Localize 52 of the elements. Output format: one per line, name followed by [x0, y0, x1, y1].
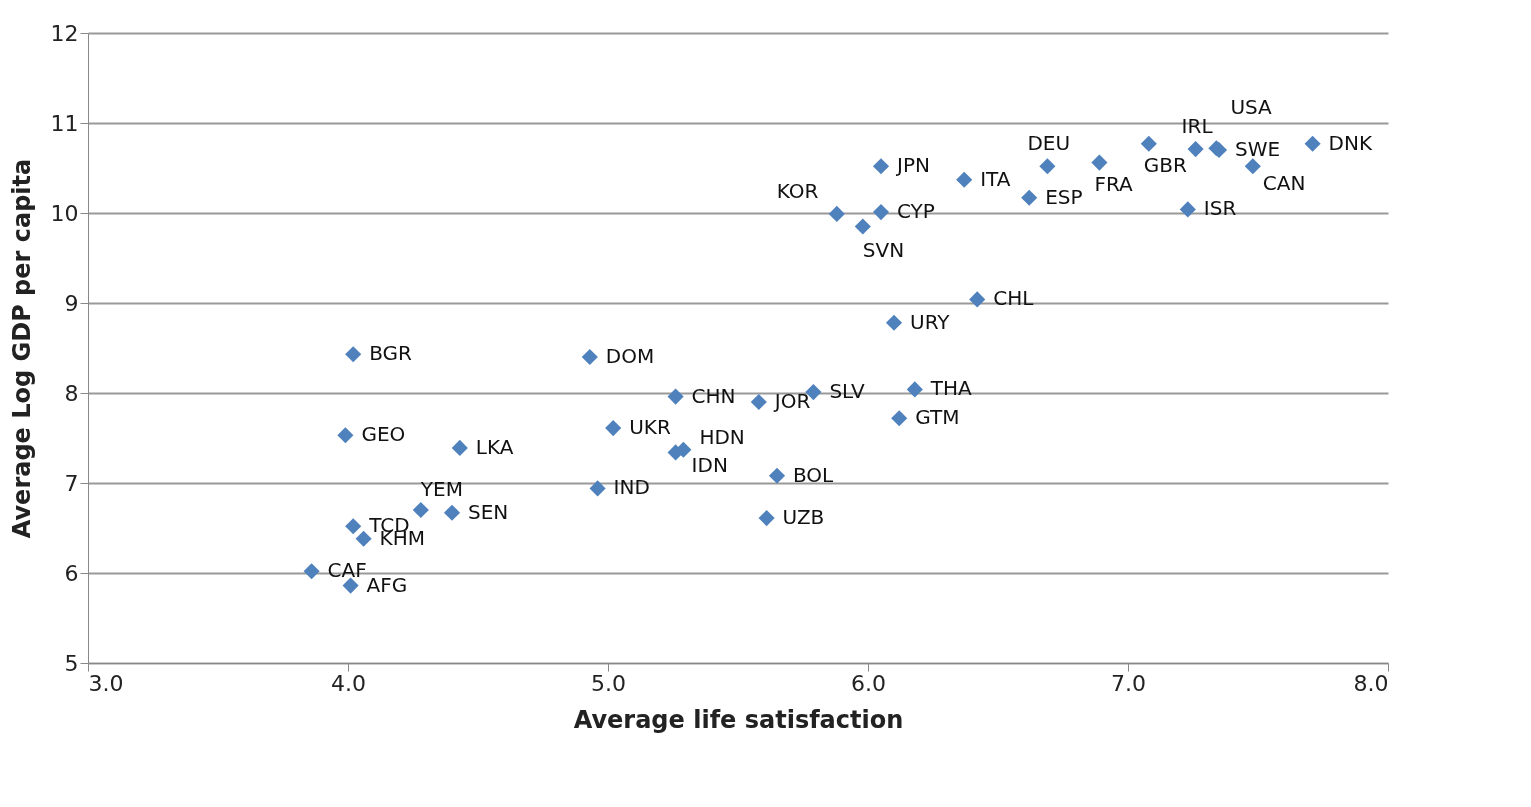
annotation: IDN [691, 453, 728, 478]
annotation: SWE [1235, 137, 1281, 161]
y-tick-label: 11 [50, 110, 79, 136]
annotation: UZB [782, 505, 825, 530]
annotation: GEO [361, 422, 406, 447]
annotation: GBR [1143, 152, 1188, 177]
annotation: CYP [897, 199, 935, 224]
annotation: FRA [1094, 171, 1133, 196]
annotation: CAF [327, 558, 367, 583]
x-tick-label: 6.0 [851, 670, 886, 696]
annotation: JPN [895, 153, 930, 178]
annotation: SLV [829, 379, 866, 404]
annotation: LKA [475, 434, 514, 459]
annotation: CAN [1262, 171, 1306, 196]
annotation: AFG [366, 572, 408, 597]
x-tick-label: 4.0 [331, 670, 366, 696]
annotation: THA [929, 376, 973, 401]
y-tick-label: 5 [64, 650, 79, 676]
annotation: SEN [468, 499, 509, 524]
annotation: ISR [1203, 196, 1237, 221]
annotation: USA [1230, 95, 1273, 120]
x-axis-title: Average life satisfaction [573, 705, 904, 734]
annotation: BOL [793, 462, 835, 487]
annotation: BGR [369, 341, 413, 366]
annotation: IND [613, 475, 650, 500]
y-tick-label: 8 [64, 380, 79, 406]
annotation: KOR [776, 178, 819, 203]
annotation: DEU [1027, 131, 1071, 156]
annotation: CHN [691, 383, 736, 408]
x-tick-label: 8.0 [1353, 670, 1389, 696]
annotation: CHL [993, 286, 1035, 311]
annotation: ESP [1045, 184, 1083, 209]
y-axis-title: Average Log GDP per capita [7, 158, 36, 539]
annotation: GTM [915, 405, 960, 430]
x-tick-label: 3.0 [88, 670, 124, 696]
annotation: DOM [605, 344, 655, 368]
x-tick-label: 5.0 [591, 670, 626, 696]
annotation: JOR [772, 389, 811, 413]
annotation: SVN [862, 237, 905, 262]
annotation: YEM [419, 477, 463, 501]
y-tick-label: 7 [64, 470, 79, 496]
annotation: ITA [980, 166, 1011, 191]
annotation: IRL [1181, 114, 1214, 139]
annotation: UKR [629, 415, 671, 440]
y-tick-label: 9 [64, 290, 79, 316]
x-tick-label: 7.0 [1111, 670, 1146, 696]
annotation: DNK [1328, 130, 1373, 155]
y-tick-label: 12 [50, 20, 79, 46]
y-tick-label: 6 [64, 560, 79, 586]
y-tick-label: 10 [50, 200, 79, 226]
annotation: URY [910, 309, 951, 334]
annotation: HDN [699, 424, 745, 449]
